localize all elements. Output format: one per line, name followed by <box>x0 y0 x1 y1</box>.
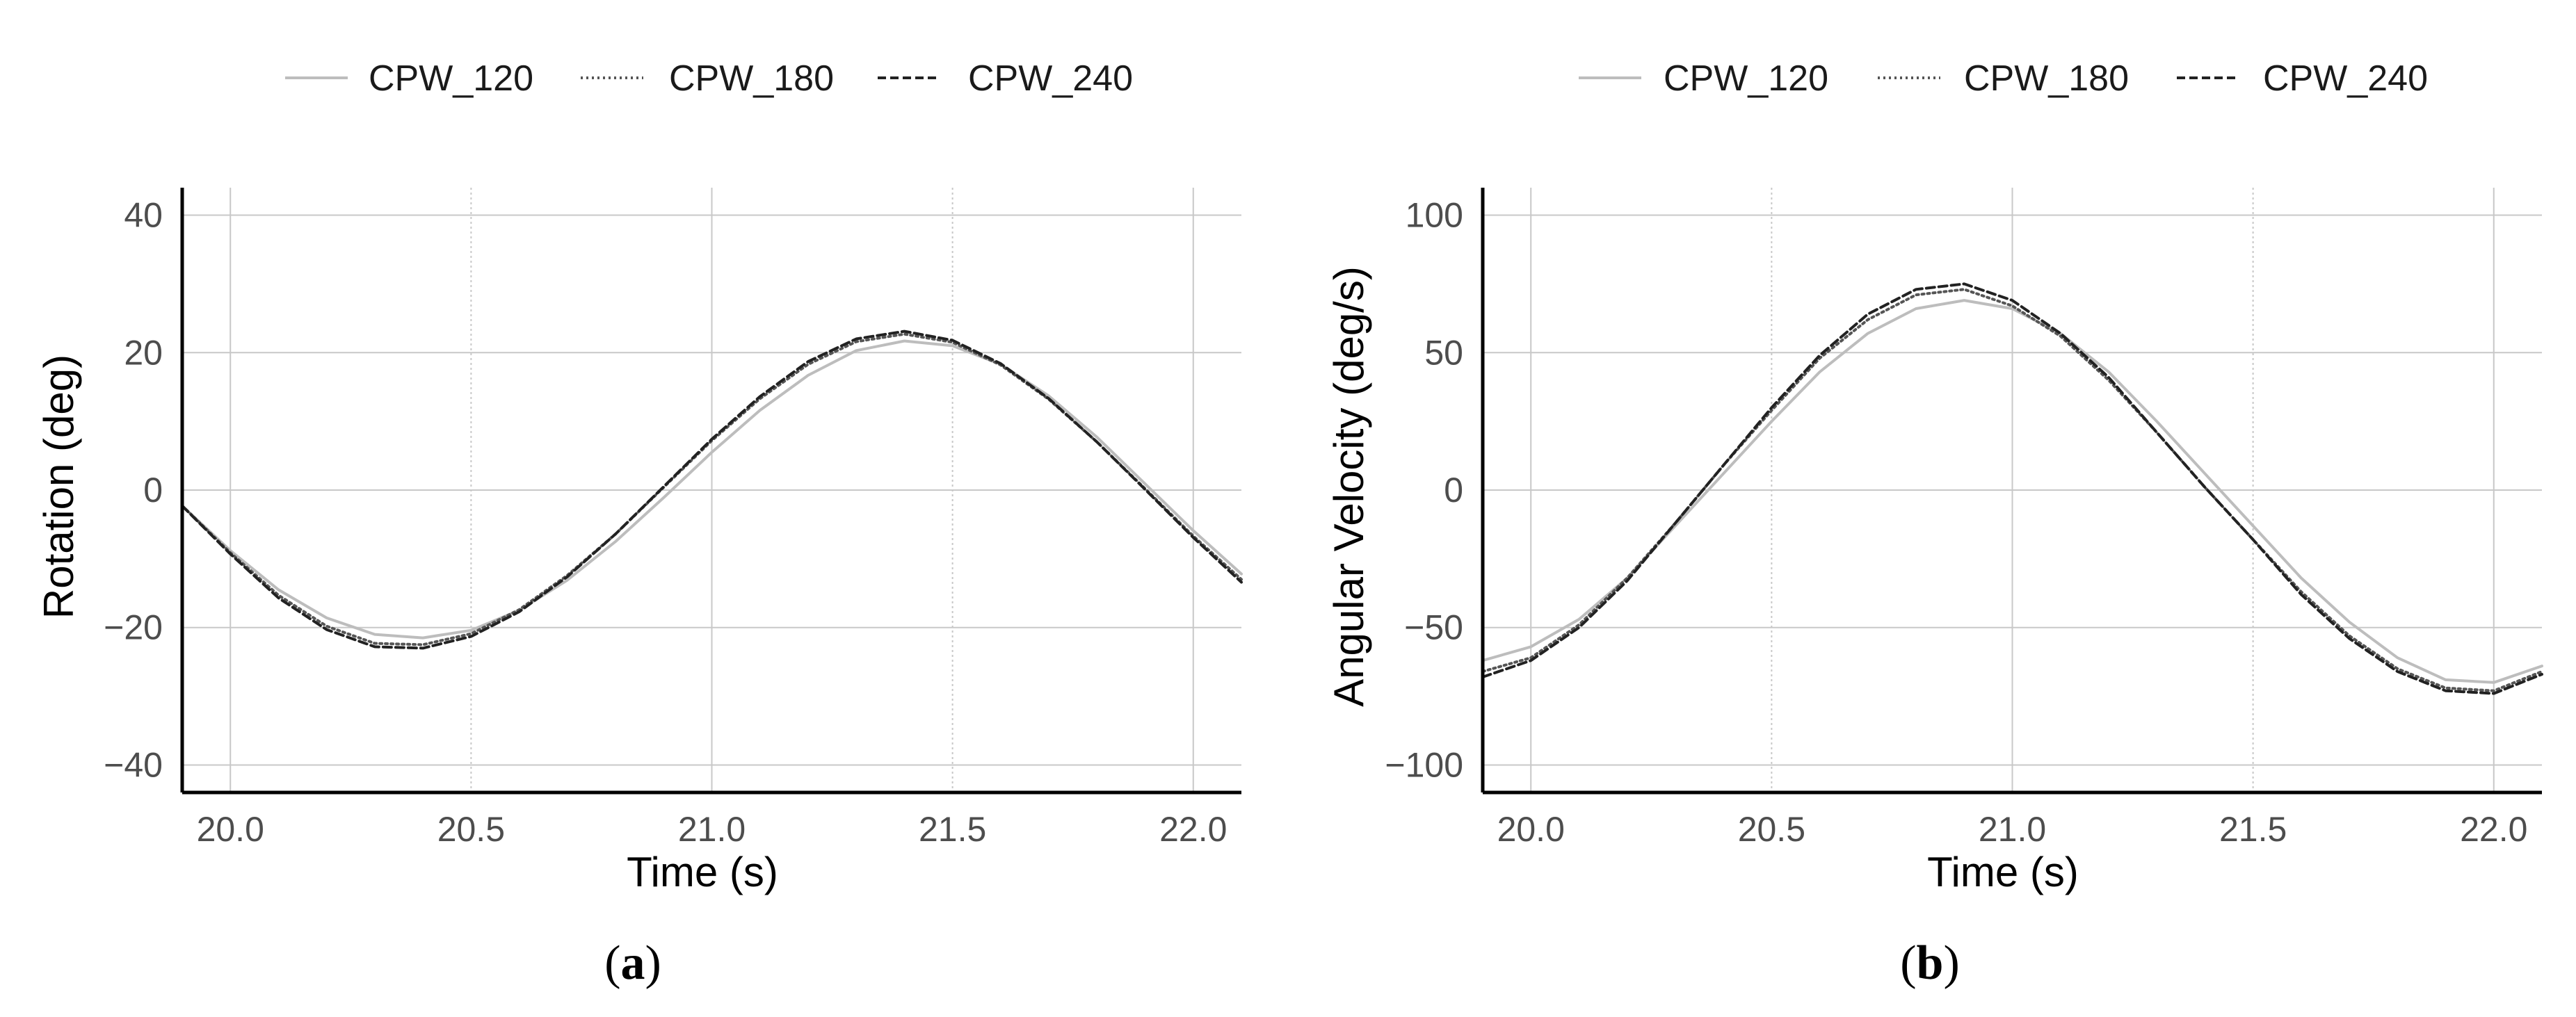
chart-b-y-tick-label: 100 <box>1406 196 1463 235</box>
chart-b-grid <box>1483 188 2542 792</box>
legend-a-label-cpw-240: CPW_240 <box>968 58 1133 99</box>
chart-b-y-axis-title: Angular Velocity (deg/s) <box>1326 266 1372 707</box>
chart-b-x-tick-label: 20.5 <box>1738 810 1805 849</box>
chart-b-series-cpw-240 <box>1481 282 2543 695</box>
chart-a-panel-label: (a) <box>604 936 661 990</box>
chart-b-y-tick-label: −100 <box>1385 745 1463 784</box>
chart-b-y-tick-label: 50 <box>1424 333 1463 372</box>
legend-b-label-cpw-240: CPW_240 <box>2263 58 2428 99</box>
legend-a-label-cpw-120: CPW_120 <box>369 58 533 99</box>
legend-b: CPW_120 CPW_180 CPW_240 <box>1579 58 2428 99</box>
chart-a-series-cpw-120 <box>181 339 1243 640</box>
chart-a-grid <box>182 188 1241 792</box>
chart-b-x-axis-title: Time (s) <box>1927 849 2079 895</box>
chart-b-y-tick-label: 0 <box>1444 471 1463 510</box>
legend-b-label-cpw-120: CPW_120 <box>1664 58 1828 99</box>
chart-b-series <box>1481 282 2543 695</box>
chart-a-series <box>181 329 1243 650</box>
chart-a-tick-labels: 40 20 0 −20 −40 20.0 20.5 21.0 21.5 22.0 <box>104 196 1227 849</box>
chart-a-y-axis-title: Rotation (deg) <box>35 355 82 619</box>
chart-a-y-tick-label: −40 <box>104 745 163 784</box>
chart-a-y-tick-label: 20 <box>124 333 163 372</box>
chart-b: 100 50 0 −50 −100 20.0 20.5 21.0 21.5 22.0 Time (… <box>1326 188 2543 990</box>
chart-a-x-tick-label: 22.0 <box>1159 810 1227 849</box>
chart-b-panel-label-open: ( <box>1900 936 1916 990</box>
chart-a-x-tick-label: 21.0 <box>678 810 746 849</box>
chart-a-x-tick-label: 21.5 <box>919 810 986 849</box>
chart-b-panel-letter: b <box>1917 936 1944 990</box>
chart-a-y-tick-label: 0 <box>143 471 163 510</box>
legend-a: CPW_120 CPW_180 CPW_240 <box>285 58 1133 99</box>
chart-b-tick-labels: 100 50 0 −50 −100 20.0 20.5 21.0 21.5 22.0 <box>1385 196 2527 849</box>
chart-b-x-tick-label: 21.0 <box>1979 810 2046 849</box>
chart-a-series-cpw-240 <box>181 329 1243 650</box>
chart-a-axes <box>180 188 1241 795</box>
chart-a-x-axis-title: Time (s) <box>627 849 778 895</box>
legend-a-label-cpw-180: CPW_180 <box>669 58 834 99</box>
chart-a-panel-label-close: ) <box>645 936 661 990</box>
chart-a: 40 20 0 −20 −40 20.0 20.5 21.0 21.5 22.0 Time (s)… <box>35 188 1243 990</box>
chart-a-y-tick-label: 40 <box>124 196 163 235</box>
chart-b-x-tick-label: 22.0 <box>2460 810 2527 849</box>
chart-a-x-tick-label: 20.0 <box>197 810 264 849</box>
chart-b-x-tick-label: 20.0 <box>1497 810 1565 849</box>
chart-b-panel-label: (b) <box>1900 936 1960 990</box>
chart-b-panel-label-close: ) <box>1943 936 1959 990</box>
chart-b-x-tick-label: 21.5 <box>2219 810 2287 849</box>
chart-a-x-tick-label: 20.5 <box>437 810 505 849</box>
chart-b-y-tick-label: −50 <box>1404 608 1463 647</box>
chart-a-panel-letter: a <box>621 936 645 990</box>
chart-b-axes <box>1481 188 2542 795</box>
legend-b-label-cpw-180: CPW_180 <box>1964 58 2129 99</box>
chart-a-panel-label-open: ( <box>604 936 620 990</box>
chart-a-y-tick-label: −20 <box>104 608 163 647</box>
